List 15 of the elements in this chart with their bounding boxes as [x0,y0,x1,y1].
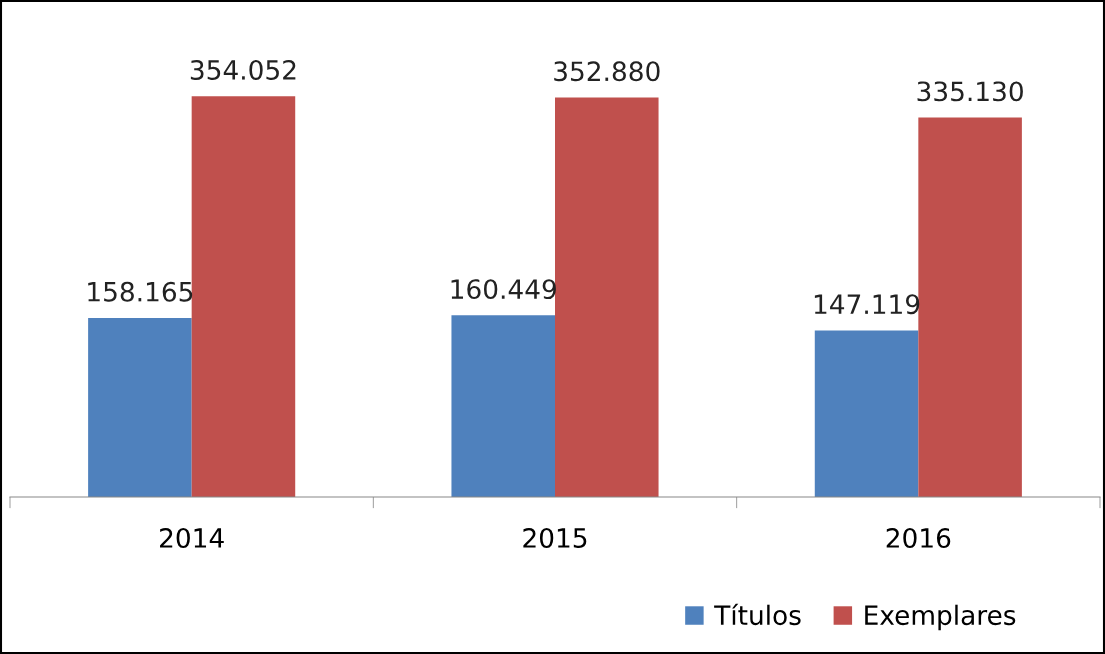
bar [451,315,555,497]
legend-label: Exemplares [865,604,1016,631]
x-tick-label: 2014 [160,528,224,548]
bar [555,97,659,497]
bar [88,317,192,497]
x-tick-label: 2016 [886,528,951,548]
bar [191,96,296,497]
data-label: 158.165 [88,281,193,302]
data-label: 335.130 [917,81,1023,102]
data-label: 354.052 [190,59,296,80]
bar [814,330,919,497]
legend-label: Títulos [714,603,801,626]
bar [918,117,1022,497]
data-label: 352.880 [554,61,660,82]
x-tick-label: 2015 [523,528,587,548]
